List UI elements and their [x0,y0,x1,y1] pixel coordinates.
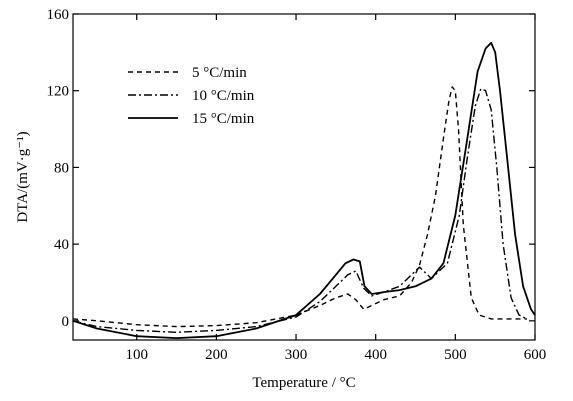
y-tick-label: 120 [47,84,70,100]
tick-label-layer: 100 200 300 400 500 600 0 40 80 120 160 [47,7,547,363]
series-line-2 [72,88,528,333]
x-axis-title: Temperature / °C [252,375,355,391]
x-tick-label: 300 [285,347,308,363]
y-tick-label: 40 [54,237,69,253]
x-tick-label: 600 [524,347,547,363]
legend-label-3: 15 °C/min [192,111,255,127]
legend-label-1: 5 °C/min [192,65,247,81]
legend-label-2: 10 °C/min [192,88,255,104]
tick-layer [73,13,536,340]
series-line-1 [72,86,527,328]
series-line-3 [72,41,536,340]
x-tick-label: 500 [444,347,467,363]
x-tick-label: 200 [205,347,228,363]
legend: 5 °C/min 10 °C/min 15 °C/min [128,65,255,127]
series-layer [72,41,536,340]
y-tick-label: 80 [54,160,69,176]
x-tick-label: 400 [364,347,387,363]
x-tick-label: 100 [125,347,148,363]
plot-frame [72,13,536,341]
y-tick-label: 160 [47,7,70,23]
y-axis-title: DTA/(mV·g⁻¹) [15,131,31,222]
y-tick-label: 0 [62,314,70,330]
